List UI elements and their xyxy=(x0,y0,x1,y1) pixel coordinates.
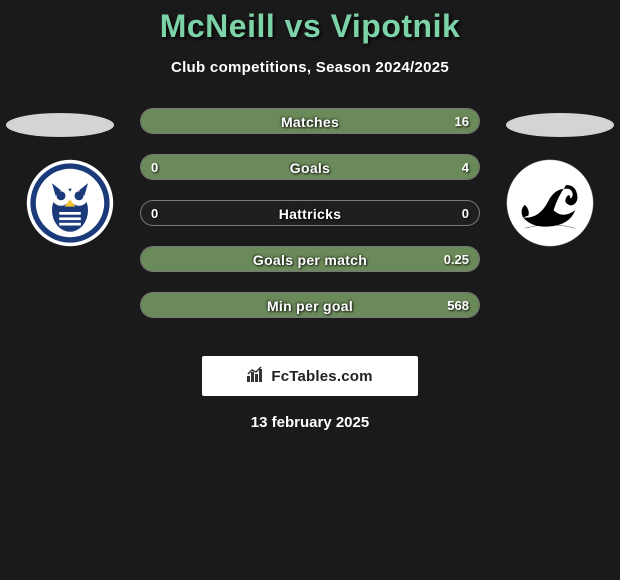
chart-icon xyxy=(247,366,265,387)
right-team-ellipse xyxy=(505,112,615,138)
stat-value-right: 0 xyxy=(452,201,479,226)
stat-value-right: 0.25 xyxy=(434,247,479,272)
stat-value-right: 4 xyxy=(452,155,479,180)
subtitle: Club competitions, Season 2024/2025 xyxy=(0,59,620,76)
stat-row: Goals per match0.25 xyxy=(140,246,480,272)
left-team-badge-icon xyxy=(20,158,120,248)
branding-text: FcTables.com xyxy=(271,368,372,385)
stat-label: Min per goal xyxy=(141,293,479,318)
stat-label: Hattricks xyxy=(141,201,479,226)
stat-label: Matches xyxy=(141,109,479,134)
stat-row: 0Goals4 xyxy=(140,154,480,180)
widget-root: McNeill vs Vipotnik Club competitions, S… xyxy=(0,0,620,431)
stat-row: Min per goal568 xyxy=(140,292,480,318)
stat-value-right: 16 xyxy=(445,109,479,134)
stat-label: Goals xyxy=(141,155,479,180)
stat-label: Goals per match xyxy=(141,247,479,272)
branding-box[interactable]: FcTables.com xyxy=(202,356,418,396)
stat-row: Matches16 xyxy=(140,108,480,134)
stat-row: 0Hattricks0 xyxy=(140,200,480,226)
comparison-area: Matches160Goals40Hattricks0Goals per mat… xyxy=(0,108,620,338)
left-team-ellipse xyxy=(5,112,115,138)
page-title: McNeill vs Vipotnik xyxy=(0,0,620,45)
date-text: 13 february 2025 xyxy=(0,414,620,431)
stat-value-right: 568 xyxy=(437,293,479,318)
stat-bars: Matches160Goals40Hattricks0Goals per mat… xyxy=(140,108,480,338)
right-team-badge-icon xyxy=(500,158,600,248)
